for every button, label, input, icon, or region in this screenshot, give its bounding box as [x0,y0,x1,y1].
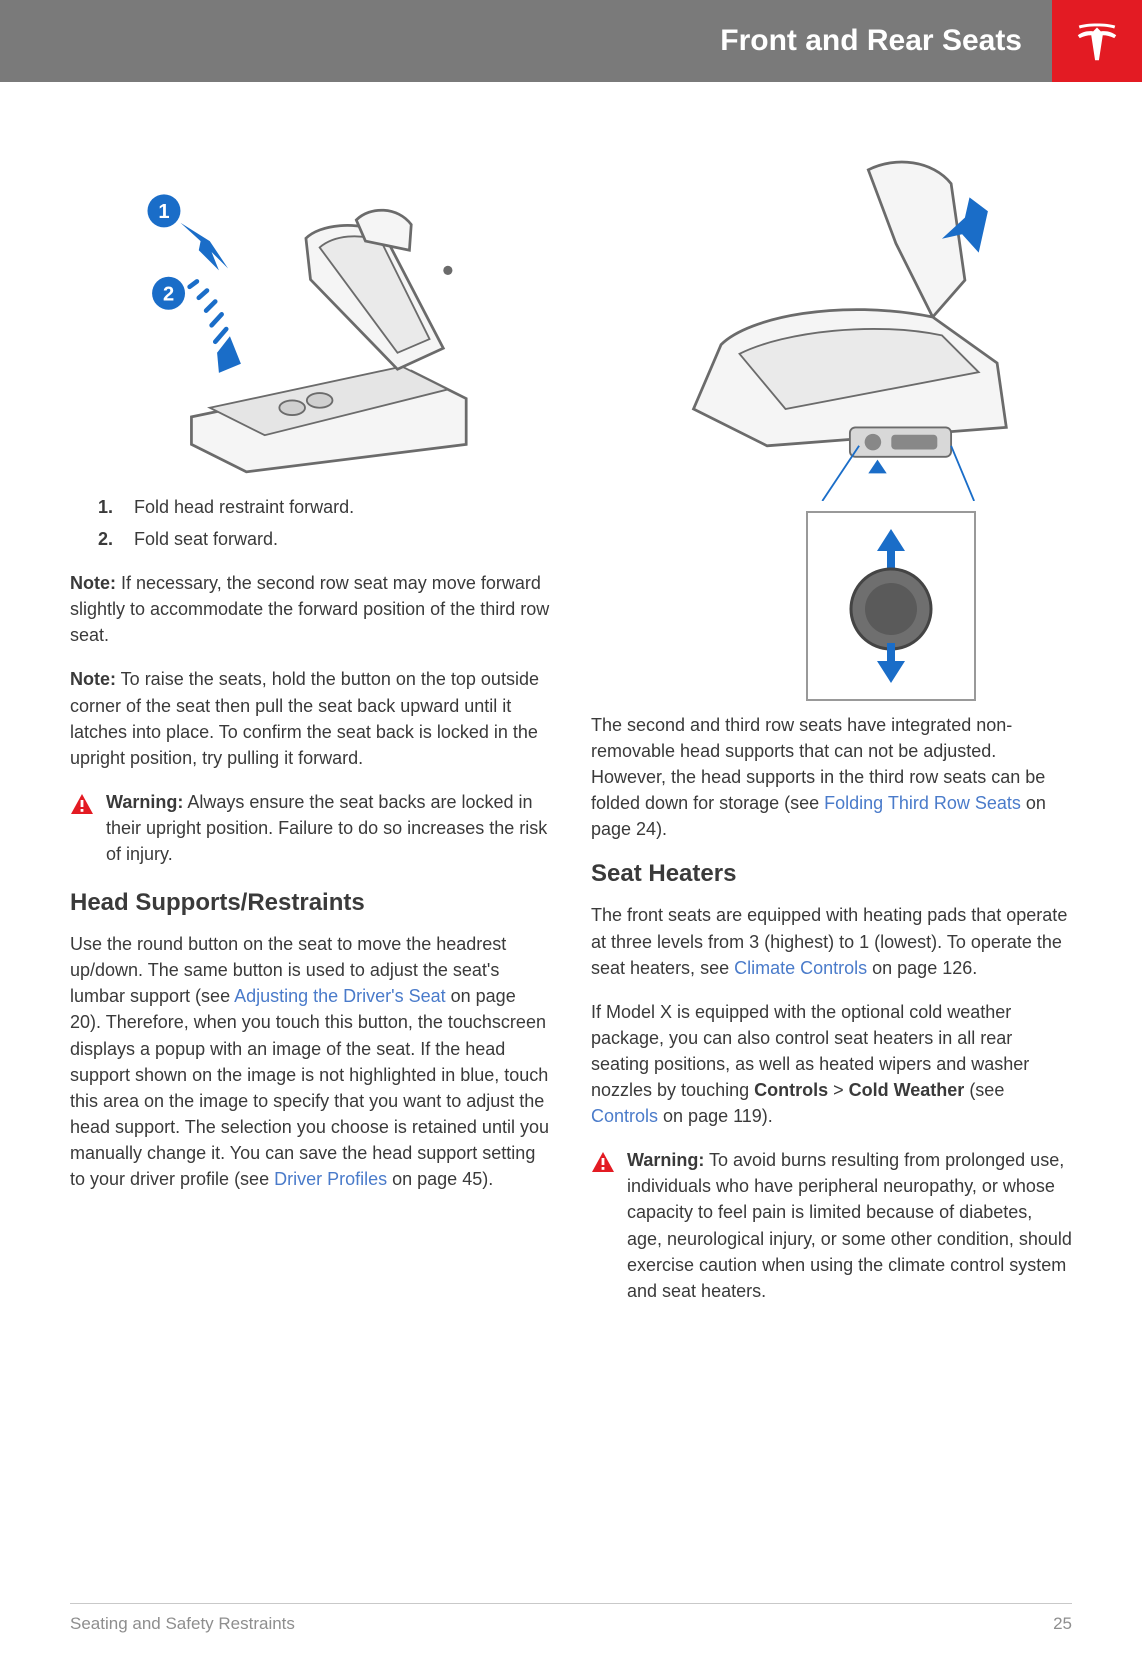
right-column: The second and third row seats have inte… [591,132,1072,1326]
list-item: 1. Fold head restraint forward. [98,494,551,520]
page-footer: Seating and Safety Restraints 25 [70,1603,1072,1634]
menu-path-cold-weather: Cold Weather [849,1080,965,1100]
content-columns: 1 2 [0,82,1142,1346]
list-text: Fold seat forward. [134,526,278,552]
footer-page-number: 25 [1053,1614,1072,1634]
right-column-text: The second and third row seats have inte… [591,712,1072,1304]
heading-seat-heaters: Seat Heaters [591,860,1072,888]
link-adjusting-drivers-seat[interactable]: Adjusting the Driver's Seat [234,986,446,1006]
svg-text:1: 1 [158,201,169,223]
page-title: Front and Rear Seats [720,24,1022,58]
footer-section-title: Seating and Safety Restraints [70,1614,295,1634]
list-number: 1. [98,494,120,520]
fold-steps-list: 1. Fold head restraint forward. 2. Fold … [98,494,551,552]
seat-button-zoom-inset [806,511,976,701]
second-third-row-paragraph: The second and third row seats have inte… [591,712,1072,842]
note-paragraph: Note: If necessary, the second row seat … [70,570,551,648]
link-controls[interactable]: Controls [591,1106,658,1126]
seat-heaters-paragraph-2: If Model X is equipped with the optional… [591,999,1072,1129]
warning-block: Warning: Always ensure the seat backs ar… [70,789,551,867]
list-text: Fold head restraint forward. [134,494,354,520]
note-label: Note: [70,573,116,593]
brand-logo-box [1052,0,1142,82]
warning-icon [591,1147,615,1304]
page-header: Front and Rear Seats [0,0,1142,82]
warning-text: Warning: To avoid burns resulting from p… [627,1147,1072,1304]
heading-head-supports: Head Supports/Restraints [70,889,551,917]
tesla-logo-icon [1073,17,1121,65]
note-text: To raise the seats, hold the button on t… [70,669,539,767]
head-supports-paragraph: Use the round button on the seat to move… [70,931,551,1192]
link-folding-third-row-seats[interactable]: Folding Third Row Seats [824,793,1021,813]
header-title-bar: Front and Rear Seats [0,0,1052,82]
note-paragraph: Note: To raise the seats, hold the butto… [70,666,551,770]
seat-button-illustration [591,132,1072,502]
note-label: Note: [70,669,116,689]
warning-text: Warning: Always ensure the seat backs ar… [106,789,551,867]
warning-block: Warning: To avoid burns resulting from p… [591,1147,1072,1304]
svg-text:2: 2 [163,284,174,306]
left-column: 1 2 [70,132,551,1326]
page: Front and Rear Seats [0,0,1142,1654]
seat-heaters-paragraph-1: The front seats are equipped with heatin… [591,902,1072,980]
link-climate-controls[interactable]: Climate Controls [734,958,867,978]
menu-path-controls: Controls [754,1080,828,1100]
warning-icon [70,789,94,867]
list-number: 2. [98,526,120,552]
warning-label: Warning: [106,792,183,812]
list-item: 2. Fold seat forward. [98,526,551,552]
note-text: If necessary, the second row seat may mo… [70,573,549,645]
link-driver-profiles[interactable]: Driver Profiles [274,1169,387,1189]
seat-fold-illustration: 1 2 [70,132,551,482]
warning-label: Warning: [627,1150,704,1170]
